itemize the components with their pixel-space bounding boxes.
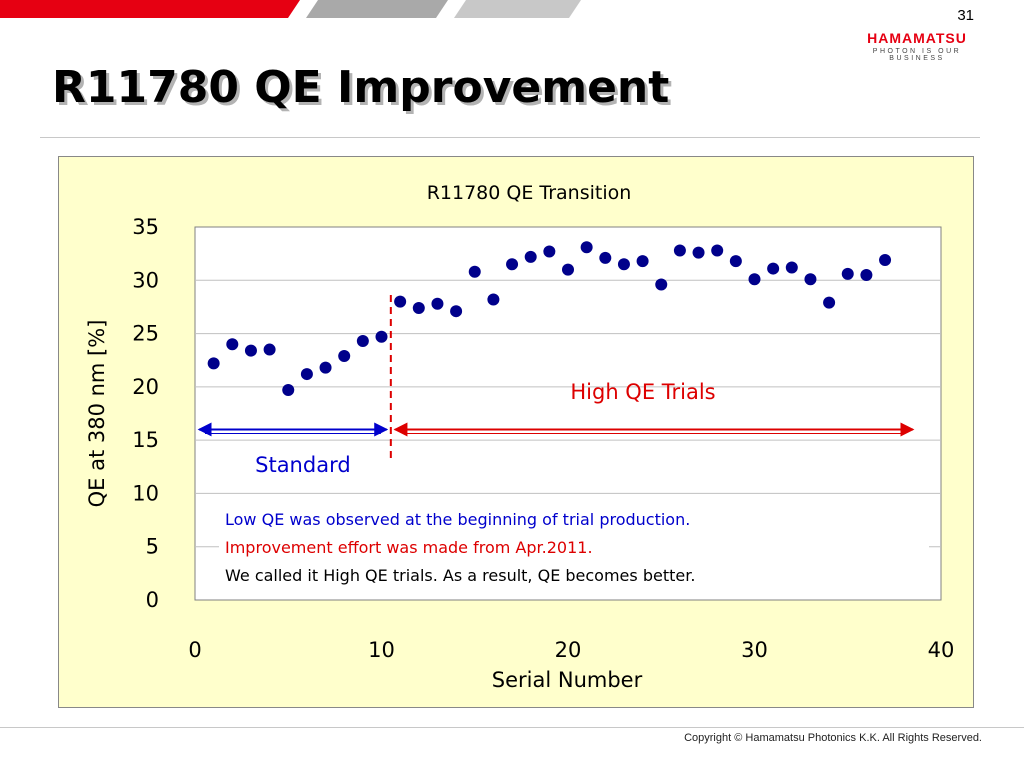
- high-qe-trials-label: High QE Trials: [570, 380, 715, 404]
- qe-transition-chart: R11780 QE Transition 0 5 10 15 20 25 30 35 0 10 20…: [85, 182, 954, 692]
- note-box: [219, 497, 929, 591]
- data-point: [823, 296, 836, 309]
- data-point: [692, 246, 705, 259]
- y-tick-label: 20: [132, 375, 159, 399]
- data-point: [207, 357, 220, 370]
- x-axis-title: Serial Number: [492, 668, 643, 692]
- data-point: [319, 361, 332, 374]
- data-point: [394, 295, 407, 308]
- x-tick-label: 10: [368, 638, 395, 662]
- data-point: [244, 344, 257, 357]
- header-stripe-banner: [0, 0, 581, 18]
- y-tick-label: 35: [132, 215, 159, 239]
- y-tick-label: 10: [132, 481, 159, 505]
- title-divider: [40, 137, 980, 138]
- data-point: [580, 241, 593, 254]
- data-point: [543, 245, 556, 258]
- y-tick-label: 5: [146, 535, 159, 559]
- data-point: [338, 349, 351, 362]
- hamamatsu-logo: HAMAMATSU PHOTON IS OUR BUSINESS: [850, 30, 984, 62]
- data-point: [450, 305, 463, 318]
- data-point: [562, 263, 574, 276]
- data-point: [599, 251, 612, 264]
- chart-panel: R11780 QE Transition 0 5 10 15 20 25 30 35 0 10 20…: [58, 156, 974, 708]
- data-point: [617, 258, 630, 271]
- note-line: Low QE was observed at the beginning of …: [225, 510, 690, 529]
- data-point: [711, 244, 724, 257]
- x-tick-label: 0: [188, 638, 201, 662]
- page-number: 31: [957, 7, 974, 24]
- data-point: [804, 273, 817, 286]
- logo-wordmark: HAMAMATSU: [867, 30, 967, 46]
- data-point: [785, 261, 798, 274]
- data-point: [636, 255, 649, 268]
- data-point: [767, 262, 780, 275]
- data-point: [524, 250, 537, 263]
- data-point: [300, 368, 313, 381]
- footer-divider: [0, 727, 1024, 728]
- logo-tagline: PHOTON IS OUR BUSINESS: [872, 48, 962, 62]
- copyright-footer: Copyright © Hamamatsu Photonics K.K. All…: [684, 732, 982, 744]
- data-point: [263, 343, 276, 356]
- data-point: [879, 254, 892, 267]
- data-point: [655, 278, 668, 291]
- data-point: [729, 255, 742, 268]
- y-tick-label: 15: [132, 428, 159, 452]
- data-point: [673, 244, 686, 257]
- data-point: [748, 273, 761, 286]
- y-tick-label: 25: [132, 322, 159, 346]
- data-point: [468, 265, 481, 278]
- x-tick-label: 40: [928, 638, 955, 662]
- data-point: [860, 268, 873, 281]
- data-point: [412, 301, 425, 314]
- slide-title: R11780 QE Improvement: [52, 62, 670, 113]
- data-point: [282, 384, 295, 397]
- note-line: We called it High QE trials. As a result…: [225, 566, 695, 585]
- data-point: [226, 338, 239, 351]
- data-point: [487, 293, 500, 306]
- data-point: [431, 297, 444, 310]
- data-point: [841, 267, 854, 280]
- data-point: [506, 258, 519, 271]
- x-tick-label: 20: [555, 638, 582, 662]
- x-tick-label: 30: [741, 638, 768, 662]
- plot-area: 0 5 10 15 20 25 30 35 0 10 20 30 40 Serial Number QE a…: [85, 215, 954, 692]
- note-line: Improvement effort was made from Apr.201…: [225, 538, 593, 557]
- chart-title: R11780 QE Transition: [427, 182, 632, 204]
- y-tick-label: 0: [146, 588, 159, 612]
- y-tick-label: 30: [132, 268, 159, 292]
- data-point: [375, 330, 388, 343]
- y-axis-title: QE at 380 nm [%]: [85, 320, 109, 508]
- standard-label: Standard: [255, 453, 351, 477]
- data-point: [356, 335, 369, 348]
